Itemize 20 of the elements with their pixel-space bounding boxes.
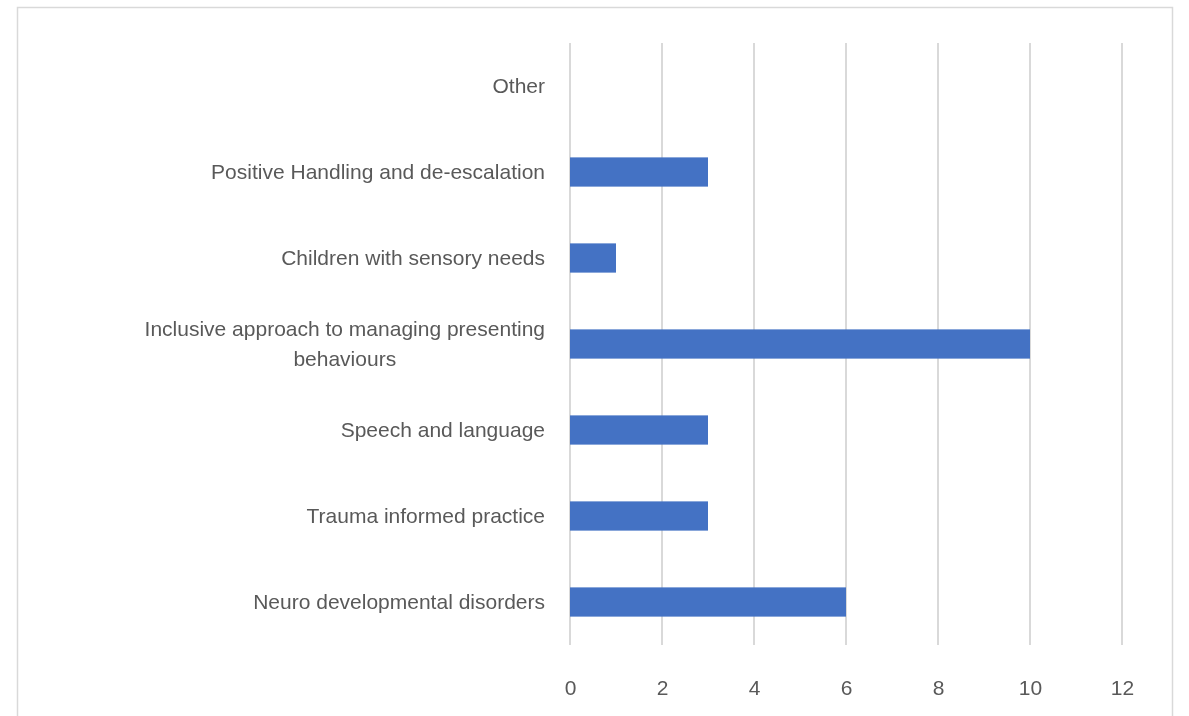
x-tick-label: 2 xyxy=(656,676,669,700)
x-tick-label: 6 xyxy=(840,676,853,700)
x-tick-label: 4 xyxy=(748,676,761,700)
x-tick-label: 8 xyxy=(932,676,945,700)
x-tick-label: 0 xyxy=(564,676,577,700)
y-tick-label: Children with sensory needs xyxy=(281,246,545,270)
y-tick-label: Neuro developmental disorders xyxy=(253,590,545,614)
x-tick-label: 12 xyxy=(1110,676,1135,700)
y-tick-label: Trauma informed practice xyxy=(306,504,545,528)
bar xyxy=(570,157,708,187)
y-tick-label: Other xyxy=(492,74,545,98)
bar xyxy=(570,501,708,531)
y-tick-label: Positive Handling and de-escalation xyxy=(211,160,545,184)
y-tick-label: Inclusive approach to managing presenting behaviours xyxy=(144,317,545,371)
bar xyxy=(570,243,616,273)
bar xyxy=(570,329,1030,359)
x-tick-label: 10 xyxy=(1018,676,1043,700)
y-tick-label: Speech and language xyxy=(340,418,545,442)
bar xyxy=(570,415,708,445)
bar xyxy=(570,587,846,617)
